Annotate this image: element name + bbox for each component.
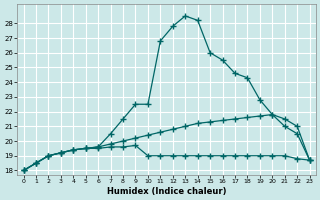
X-axis label: Humidex (Indice chaleur): Humidex (Indice chaleur) xyxy=(107,187,226,196)
